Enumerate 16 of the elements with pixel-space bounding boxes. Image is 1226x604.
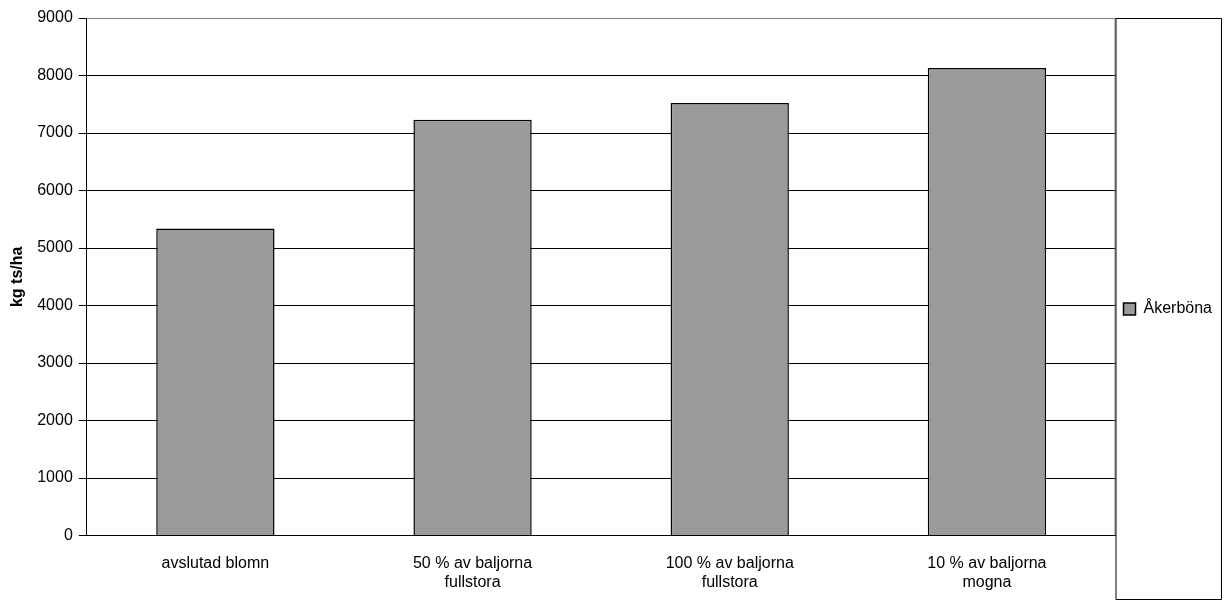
y-tick-label: 6000 [37, 180, 73, 198]
y-tick-label: 5000 [37, 238, 73, 256]
y-tick-label: 9000 [37, 8, 73, 26]
y-tick-label: 2000 [37, 410, 73, 428]
x-tick-label: 50 % av baljorna fullstora [412, 553, 533, 590]
legend-label: Åkerböna [1143, 298, 1213, 317]
x-tick-label: 10 % av baljorna mogna [927, 553, 1047, 590]
x-tick-label: 100 % av baljorna fullstora [665, 553, 794, 590]
x-tick-label: avslutad blomn [161, 553, 270, 571]
y-tick-label: 0 [63, 526, 73, 544]
y-tick-label: 4000 [37, 295, 73, 313]
y-tick-label: 8000 [37, 65, 73, 83]
y-axis-title: kg ts/ha [8, 246, 26, 308]
y-tick-label: 1000 [37, 468, 73, 486]
y-tick-label: 7000 [37, 123, 73, 141]
y-tick-label: 3000 [37, 353, 73, 371]
